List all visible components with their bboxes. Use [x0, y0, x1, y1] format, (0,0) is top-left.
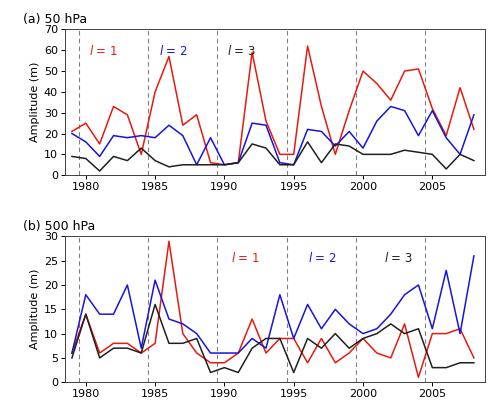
Text: $\it{l}$ = 1: $\it{l}$ = 1 [232, 251, 260, 265]
Text: $\it{l}$ = 3: $\it{l}$ = 3 [384, 251, 413, 265]
Text: $\it{l}$ = 1: $\it{l}$ = 1 [88, 44, 118, 58]
Text: (a) 50 hPa: (a) 50 hPa [23, 13, 87, 26]
Text: $\it{l}$ = 2: $\it{l}$ = 2 [308, 251, 336, 265]
Text: (b) 500 hPa: (b) 500 hPa [23, 220, 95, 234]
Text: $\it{l}$ = 2: $\it{l}$ = 2 [160, 44, 188, 58]
Text: $\it{l}$ = 3: $\it{l}$ = 3 [227, 44, 256, 58]
Y-axis label: Amplitude (m): Amplitude (m) [30, 62, 40, 142]
Y-axis label: Amplitude (m): Amplitude (m) [30, 269, 40, 349]
